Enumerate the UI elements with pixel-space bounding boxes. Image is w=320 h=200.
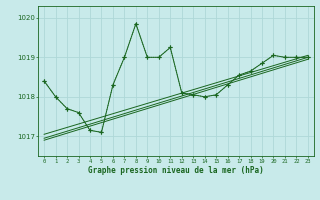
X-axis label: Graphe pression niveau de la mer (hPa): Graphe pression niveau de la mer (hPa) <box>88 166 264 175</box>
